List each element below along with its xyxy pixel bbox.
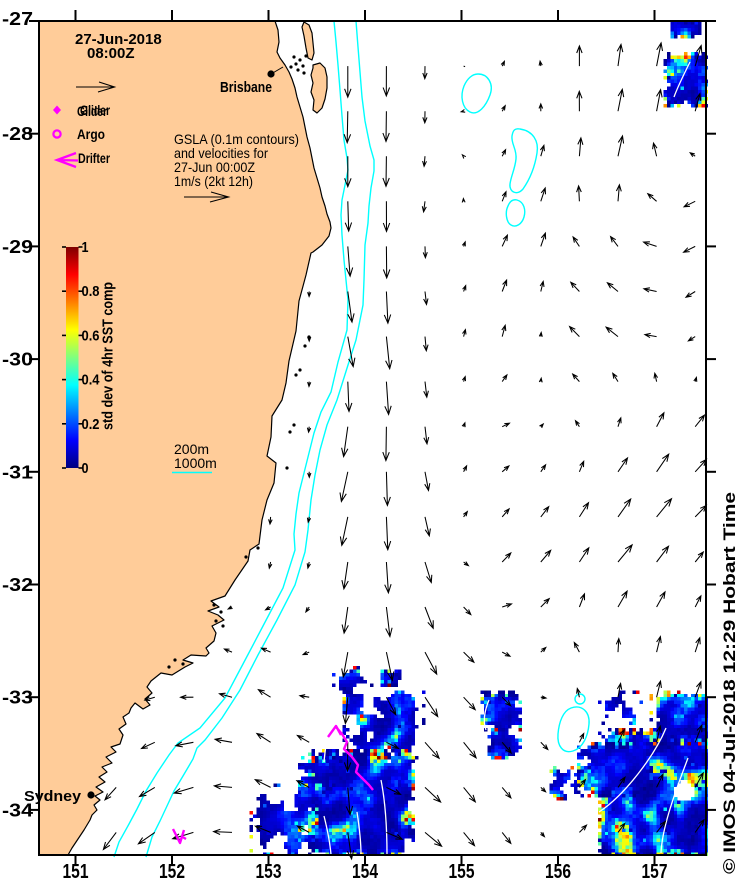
svg-text:08:00Z: 08:00Z [87,45,135,62]
svg-text:156: 156 [545,861,571,883]
svg-text:std dev of 4hr SST comp: std dev of 4hr SST comp [101,282,117,430]
svg-text:0: 0 [82,460,89,477]
svg-text:-31: -31 [2,461,33,482]
svg-text:0.4: 0.4 [82,372,101,389]
svg-text:-27: -27 [2,8,33,29]
svg-text:-32: -32 [2,574,33,595]
svg-text:153: 153 [256,861,282,883]
svg-text:1: 1 [82,239,89,256]
svg-text:Argo: Argo [77,126,105,142]
svg-text:1000m: 1000m [174,455,217,471]
svg-text:and velocities for: and velocities for [174,145,268,161]
svg-text:-34: -34 [2,799,34,820]
svg-text:154: 154 [352,861,379,883]
svg-text:0.2: 0.2 [82,416,100,433]
svg-text:-30: -30 [2,349,33,370]
svg-text:27-Jun-2018: 27-Jun-2018 [75,31,162,48]
svg-text:GSLA (0.1m contours): GSLA (0.1m contours) [174,131,299,147]
svg-text:Glider: Glider [80,102,110,118]
svg-text:Glider: Glider [77,103,107,119]
svg-text:0.8: 0.8 [82,283,100,300]
svg-text:155: 155 [449,861,475,883]
svg-text:0.6: 0.6 [82,327,100,344]
svg-text:Sydney: Sydney [24,788,82,805]
svg-text:Drifter: Drifter [78,150,110,166]
svg-text:1m/s (2kt 12h): 1m/s (2kt 12h) [174,173,253,189]
svg-text:-29: -29 [2,236,33,257]
svg-text:152: 152 [159,861,185,883]
svg-text:Brisbane: Brisbane [220,79,272,96]
svg-text:© IMOS 04-Jul-2018 12:29 Hobar: © IMOS 04-Jul-2018 12:29 Hobart Time [721,492,739,874]
svg-text:157: 157 [642,861,668,883]
svg-text:27-Jun 00:00Z: 27-Jun 00:00Z [174,159,255,175]
svg-text:-28: -28 [2,123,33,144]
svg-text:-33: -33 [2,687,33,708]
svg-text:151: 151 [63,861,89,883]
svg-text:200m: 200m [174,441,209,457]
